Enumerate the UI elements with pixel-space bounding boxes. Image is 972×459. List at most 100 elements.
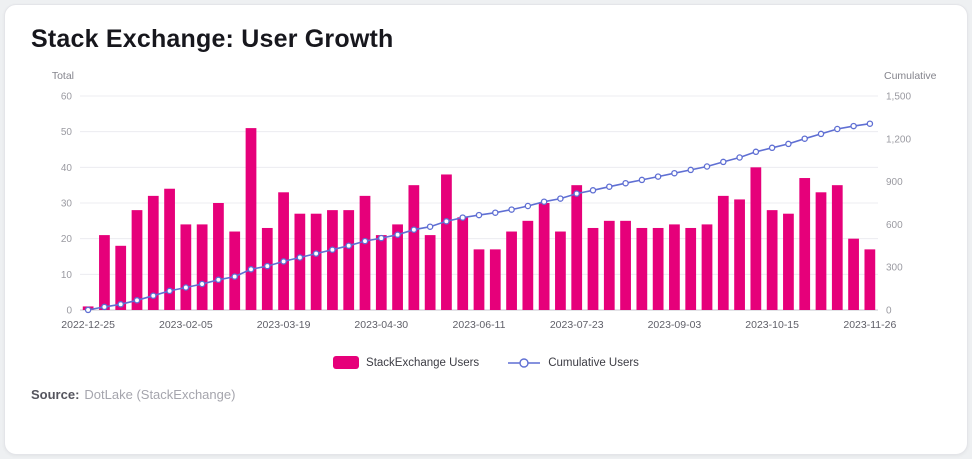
line-marker: [801, 135, 808, 142]
line-marker: [817, 130, 825, 138]
line-marker: [117, 301, 124, 308]
line-marker: [215, 276, 222, 284]
line-marker: [866, 120, 874, 127]
axis-tick-label: 300: [886, 263, 903, 274]
line-marker: [475, 211, 483, 219]
bar: [717, 195, 729, 310]
bar: [636, 227, 648, 310]
axis-tick-label: 2023-03-19: [257, 319, 311, 331]
bar: [131, 210, 143, 310]
legend-label-line-series: Cumulative Users: [548, 356, 639, 369]
line-marker: [687, 166, 694, 174]
user-growth-chart: Total Cumulative 01020304050600300600900…: [52, 70, 937, 332]
bar: [685, 227, 697, 310]
axis-tick-label: 2023-09-03: [648, 319, 702, 331]
bar: [506, 231, 517, 310]
axis-tick-label: 0: [886, 306, 892, 317]
line-marker: [524, 202, 532, 210]
line-marker: [329, 246, 336, 253]
line-marker: [492, 209, 499, 216]
axis-tick-label: 1,200: [886, 134, 911, 145]
line-marker: [459, 214, 466, 221]
axis-tick-label: 40: [61, 163, 73, 174]
bar: [652, 227, 664, 310]
bar: [115, 245, 127, 310]
line-marker: [736, 154, 743, 161]
line-marker: [182, 284, 190, 291]
line-marker: [703, 163, 711, 170]
axis-tick-label: 2023-10-15: [745, 319, 799, 331]
axis-tick-label: 2023-04-30: [354, 319, 408, 331]
axis-tick-label: 2023-07-23: [550, 319, 604, 331]
bar: [164, 188, 175, 310]
axis-tick-label: 2022-12-25: [61, 319, 115, 331]
line-marker: [426, 223, 434, 230]
line-marker: [752, 148, 760, 156]
line-marker: [345, 242, 352, 249]
line-marker: [361, 237, 369, 245]
bar: [473, 249, 485, 310]
line-marker: [133, 297, 141, 304]
bar: [294, 213, 306, 310]
bar: [783, 213, 794, 310]
line-marker: [166, 287, 173, 295]
legend-item-bar-series: StackExchange Users: [333, 356, 479, 369]
bar: [310, 213, 322, 310]
line-series-swatch-icon: [507, 357, 541, 369]
bar: [196, 224, 208, 310]
axis-tick-label: 30: [61, 199, 73, 210]
line-marker: [638, 176, 646, 184]
bar: [766, 210, 778, 310]
chart-legend: StackExchange Users Cumulative Users: [5, 356, 967, 369]
bar: [441, 174, 452, 310]
line-marker: [508, 206, 515, 213]
axis-tick-label: 600: [886, 220, 903, 231]
bar: [424, 235, 436, 310]
bar: [750, 167, 762, 310]
bar: [180, 224, 192, 310]
chart-card: Stack Exchange: User Growth Total Cumula…: [4, 4, 968, 455]
bar: [375, 235, 387, 310]
line-marker: [557, 195, 564, 202]
line-marker: [150, 292, 157, 299]
axis-tick-label: 50: [61, 127, 73, 138]
bar: [213, 203, 224, 310]
bar: [489, 249, 501, 310]
bar: [408, 185, 420, 310]
line-marker: [850, 122, 857, 130]
line-marker: [573, 190, 580, 197]
line-marker: [247, 266, 255, 273]
axis-tick-label: 60: [61, 92, 73, 103]
bar: [864, 249, 876, 310]
bar-series-swatch-icon: [333, 356, 360, 369]
axis-tick-label: 0: [66, 306, 72, 317]
bar: [457, 217, 469, 310]
bar: [245, 128, 257, 310]
bar: [831, 185, 843, 310]
source-label: Source:: [31, 387, 80, 402]
line-marker: [264, 262, 271, 270]
bar: [327, 210, 338, 310]
line-marker: [622, 179, 629, 187]
line-marker: [654, 173, 662, 180]
line-marker: [198, 280, 206, 288]
bar: [734, 199, 745, 310]
bar: [848, 238, 859, 310]
bar: [815, 192, 827, 310]
bar: [343, 210, 355, 310]
bar: [278, 192, 289, 310]
bar: [229, 231, 241, 310]
bar: [587, 227, 599, 310]
bar: [571, 185, 583, 310]
line-marker: [768, 144, 776, 152]
line-marker: [540, 198, 548, 205]
legend-label-bar-series: StackExchange Users: [366, 356, 480, 369]
right-axis-title: Cumulative: [884, 70, 937, 82]
line-marker: [834, 125, 841, 133]
line-marker: [589, 187, 597, 194]
bar: [99, 235, 110, 310]
axis-tick-label: 2023-02-05: [159, 319, 213, 331]
axis-tick-label: 1,500: [886, 92, 911, 103]
bar: [522, 220, 534, 310]
plot-region: 010203040506003006009001,2001,5002022-12…: [61, 92, 912, 332]
